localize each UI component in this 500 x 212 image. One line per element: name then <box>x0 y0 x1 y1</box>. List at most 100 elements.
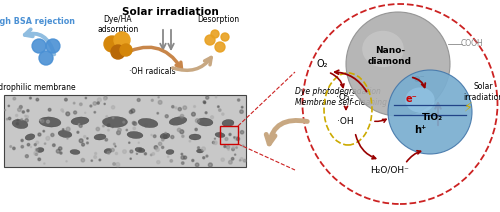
Circle shape <box>204 102 206 104</box>
Text: e⁻: e⁻ <box>414 74 426 84</box>
Circle shape <box>26 116 29 118</box>
Text: COOH: COOH <box>460 39 483 49</box>
Circle shape <box>165 132 166 134</box>
Circle shape <box>104 36 120 52</box>
Circle shape <box>79 139 83 143</box>
Circle shape <box>221 33 229 41</box>
Circle shape <box>97 102 100 104</box>
Circle shape <box>36 98 38 101</box>
Circle shape <box>86 142 88 144</box>
Text: ·OH: ·OH <box>336 117 353 126</box>
Circle shape <box>40 120 41 121</box>
Circle shape <box>77 131 79 133</box>
Circle shape <box>116 131 120 135</box>
Circle shape <box>111 148 114 152</box>
Circle shape <box>20 106 22 108</box>
Circle shape <box>104 98 106 100</box>
Circle shape <box>195 128 198 131</box>
Text: Dye photodegradation
Membrane self-cleaning: Dye photodegradation Membrane self-clean… <box>295 87 387 107</box>
Circle shape <box>212 141 214 144</box>
Circle shape <box>41 120 44 123</box>
Circle shape <box>67 138 68 139</box>
Circle shape <box>111 45 125 59</box>
Circle shape <box>115 146 116 147</box>
Circle shape <box>80 103 82 106</box>
Circle shape <box>112 127 114 128</box>
Text: TiO₂: TiO₂ <box>422 113 442 121</box>
Circle shape <box>137 99 140 102</box>
Circle shape <box>12 147 15 150</box>
Circle shape <box>205 112 207 114</box>
Circle shape <box>234 154 236 155</box>
Circle shape <box>46 120 50 123</box>
Ellipse shape <box>346 12 450 116</box>
FancyArrowPatch shape <box>412 78 426 87</box>
Ellipse shape <box>70 149 80 155</box>
Text: High BSA rejection: High BSA rejection <box>0 18 74 26</box>
Circle shape <box>152 99 154 101</box>
Circle shape <box>238 99 240 101</box>
Circle shape <box>56 149 60 153</box>
Circle shape <box>180 114 184 118</box>
Circle shape <box>181 153 182 155</box>
Circle shape <box>34 144 36 146</box>
Circle shape <box>34 151 38 155</box>
Circle shape <box>44 163 45 164</box>
Circle shape <box>198 147 200 149</box>
Circle shape <box>226 145 230 149</box>
Circle shape <box>62 111 64 112</box>
Circle shape <box>164 135 167 138</box>
Circle shape <box>43 130 44 132</box>
Ellipse shape <box>197 118 213 126</box>
Circle shape <box>66 127 70 131</box>
Circle shape <box>21 139 23 142</box>
Text: OH: OH <box>386 0 400 3</box>
FancyArrowPatch shape <box>375 119 386 122</box>
Text: ⚡: ⚡ <box>464 100 472 113</box>
Circle shape <box>6 119 8 120</box>
FancyArrowPatch shape <box>335 70 366 92</box>
Circle shape <box>242 106 243 108</box>
Ellipse shape <box>12 119 28 129</box>
FancyArrowPatch shape <box>172 57 211 70</box>
Circle shape <box>30 97 32 99</box>
Circle shape <box>21 145 24 148</box>
Ellipse shape <box>102 117 128 127</box>
Circle shape <box>232 146 234 149</box>
Text: ·O₂⁻: ·O₂⁻ <box>336 92 354 102</box>
Circle shape <box>86 138 88 139</box>
Circle shape <box>228 149 229 150</box>
Text: Nano-
diamond: Nano- diamond <box>368 46 412 66</box>
Circle shape <box>36 141 38 144</box>
Ellipse shape <box>71 117 89 125</box>
Circle shape <box>36 153 38 155</box>
Text: Desorption: Desorption <box>197 15 239 24</box>
Circle shape <box>93 102 96 105</box>
Circle shape <box>196 119 200 123</box>
Circle shape <box>66 161 67 162</box>
Text: e⁻: e⁻ <box>406 94 418 104</box>
Circle shape <box>182 135 184 137</box>
Circle shape <box>202 147 205 151</box>
Circle shape <box>215 42 225 52</box>
Circle shape <box>108 129 110 131</box>
Circle shape <box>51 133 54 137</box>
Circle shape <box>194 106 196 107</box>
Text: Dye/HA
adsorption: Dye/HA adsorption <box>98 15 138 34</box>
Circle shape <box>202 157 205 159</box>
Circle shape <box>22 111 25 113</box>
Circle shape <box>218 106 219 107</box>
Circle shape <box>64 98 68 101</box>
Circle shape <box>46 39 60 53</box>
Circle shape <box>202 123 203 125</box>
Circle shape <box>132 121 136 124</box>
Circle shape <box>46 137 50 140</box>
Circle shape <box>154 146 158 149</box>
Circle shape <box>112 117 114 119</box>
Circle shape <box>27 110 29 112</box>
Circle shape <box>162 139 164 141</box>
Circle shape <box>8 105 10 107</box>
Circle shape <box>156 148 160 151</box>
Circle shape <box>24 115 26 117</box>
FancyArrowPatch shape <box>356 135 376 159</box>
